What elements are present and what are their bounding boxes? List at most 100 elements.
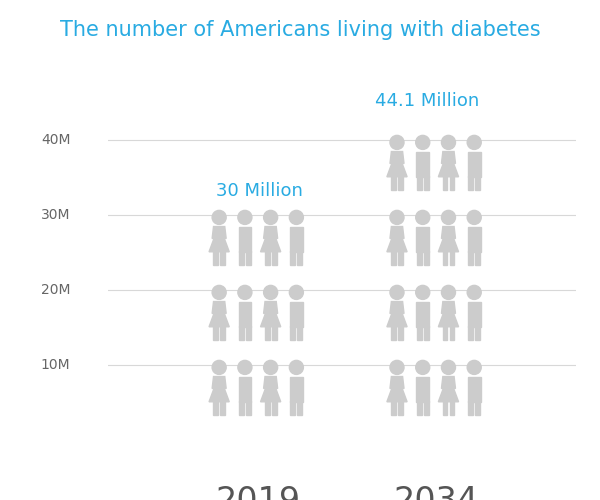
Polygon shape (387, 238, 407, 252)
Ellipse shape (442, 136, 455, 149)
Polygon shape (239, 302, 251, 327)
Polygon shape (449, 176, 454, 190)
Ellipse shape (467, 210, 481, 224)
Ellipse shape (467, 360, 481, 374)
Ellipse shape (238, 286, 252, 300)
Polygon shape (469, 176, 473, 190)
Polygon shape (290, 302, 302, 327)
Polygon shape (468, 152, 481, 177)
Polygon shape (212, 376, 226, 388)
Polygon shape (246, 326, 251, 340)
Polygon shape (416, 152, 429, 177)
Polygon shape (260, 238, 281, 252)
Polygon shape (449, 401, 454, 415)
Polygon shape (416, 376, 429, 402)
Polygon shape (442, 226, 455, 238)
Polygon shape (475, 326, 480, 340)
Polygon shape (212, 302, 226, 314)
Polygon shape (260, 313, 281, 327)
Ellipse shape (238, 360, 252, 374)
Polygon shape (417, 176, 422, 190)
Ellipse shape (212, 360, 226, 374)
Polygon shape (290, 376, 302, 402)
Polygon shape (443, 401, 448, 415)
Polygon shape (424, 251, 428, 265)
Ellipse shape (416, 136, 430, 149)
Polygon shape (443, 251, 448, 265)
Polygon shape (391, 251, 396, 265)
Polygon shape (239, 401, 244, 415)
Text: 10M: 10M (41, 358, 71, 372)
Ellipse shape (442, 286, 455, 300)
Polygon shape (290, 251, 295, 265)
Polygon shape (469, 401, 473, 415)
Polygon shape (213, 251, 218, 265)
Polygon shape (298, 326, 302, 340)
Ellipse shape (467, 136, 481, 149)
Polygon shape (398, 401, 403, 415)
Ellipse shape (467, 286, 481, 300)
Polygon shape (469, 251, 473, 265)
Ellipse shape (416, 286, 430, 300)
Polygon shape (290, 326, 295, 340)
Polygon shape (265, 326, 269, 340)
Ellipse shape (263, 286, 278, 300)
Polygon shape (439, 163, 458, 177)
Ellipse shape (416, 210, 430, 224)
Polygon shape (442, 302, 455, 314)
Polygon shape (209, 313, 229, 327)
Polygon shape (387, 388, 407, 402)
Ellipse shape (263, 210, 278, 224)
Polygon shape (298, 251, 302, 265)
Polygon shape (246, 251, 251, 265)
Ellipse shape (289, 210, 304, 224)
Polygon shape (417, 401, 422, 415)
Text: 2019: 2019 (215, 485, 301, 500)
Polygon shape (442, 152, 455, 164)
Polygon shape (390, 376, 404, 388)
Polygon shape (468, 376, 481, 402)
Polygon shape (272, 326, 277, 340)
Polygon shape (209, 238, 229, 252)
Text: The number of Americans living with diabetes: The number of Americans living with diab… (59, 20, 541, 40)
Polygon shape (391, 176, 396, 190)
Polygon shape (442, 376, 455, 388)
Ellipse shape (212, 286, 226, 300)
Ellipse shape (442, 360, 455, 374)
Polygon shape (424, 176, 428, 190)
Polygon shape (387, 163, 407, 177)
Polygon shape (220, 401, 225, 415)
Polygon shape (272, 251, 277, 265)
Polygon shape (213, 401, 218, 415)
Polygon shape (263, 226, 278, 238)
Text: 44.1 Million: 44.1 Million (375, 92, 479, 110)
Polygon shape (391, 401, 396, 415)
Polygon shape (239, 251, 244, 265)
Polygon shape (398, 176, 403, 190)
Ellipse shape (416, 360, 430, 374)
Polygon shape (398, 326, 403, 340)
Ellipse shape (390, 210, 404, 224)
Polygon shape (417, 251, 422, 265)
Polygon shape (290, 226, 302, 252)
Polygon shape (220, 251, 225, 265)
Polygon shape (416, 302, 429, 327)
Ellipse shape (390, 136, 404, 149)
Polygon shape (424, 401, 428, 415)
Ellipse shape (442, 210, 455, 224)
Ellipse shape (263, 360, 278, 374)
Text: 30M: 30M (41, 208, 71, 222)
Polygon shape (298, 401, 302, 415)
Polygon shape (263, 376, 278, 388)
Polygon shape (391, 326, 396, 340)
Polygon shape (449, 251, 454, 265)
Polygon shape (469, 326, 473, 340)
Polygon shape (220, 326, 225, 340)
Ellipse shape (238, 210, 252, 224)
Polygon shape (209, 388, 229, 402)
Polygon shape (246, 401, 251, 415)
Polygon shape (212, 226, 226, 238)
Polygon shape (239, 226, 251, 252)
Polygon shape (449, 326, 454, 340)
Ellipse shape (212, 210, 226, 224)
